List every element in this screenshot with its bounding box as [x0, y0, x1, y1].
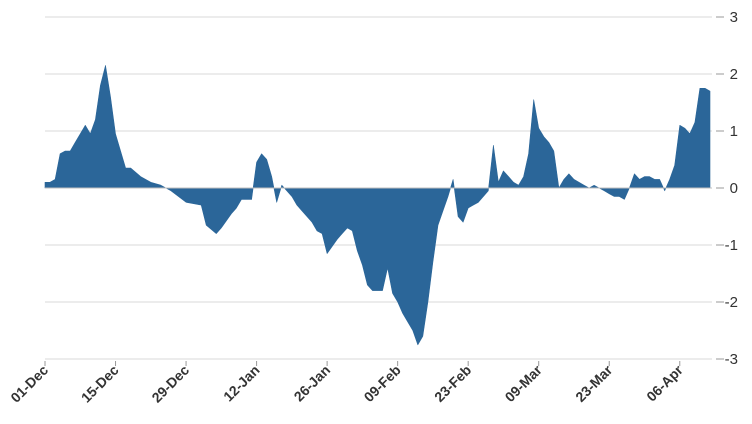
x-tick-label: 15-Dec [78, 362, 122, 406]
x-tick-label: 09-Feb [361, 362, 404, 405]
x-tick-label: 23-Feb [431, 362, 474, 405]
y-tick-label: 0 [730, 180, 738, 197]
x-tick-label: 09-Mar [502, 361, 546, 405]
x-tick-label: 23-Mar [572, 361, 616, 405]
gridlines [45, 16, 712, 360]
area-series-fill [44, 65, 711, 346]
x-tick-label: 01-Dec [7, 362, 51, 406]
x-axis: 01-Dec 15-Dec 29-Dec 12-Jan 26-Jan 09-Feb 23-F… [7, 361, 686, 406]
x-tick-label: 26-Jan [291, 362, 334, 405]
y-tick-label: 1 [730, 123, 738, 140]
y-tick-label: 2 [730, 66, 738, 83]
y-tick-label: -1 [725, 237, 738, 254]
y-axis: 3 2 1 0 -1 -2 -3 [716, 9, 738, 368]
x-tick-label: 12-Jan [220, 362, 263, 405]
y-tick-label: 3 [730, 9, 738, 26]
y-tick-label: -2 [725, 294, 738, 311]
x-tick-label: 06-Apr [643, 361, 686, 404]
x-tick-label: 29-Dec [148, 362, 192, 406]
y-tick-label: -3 [725, 351, 738, 368]
area-series [44, 65, 711, 346]
